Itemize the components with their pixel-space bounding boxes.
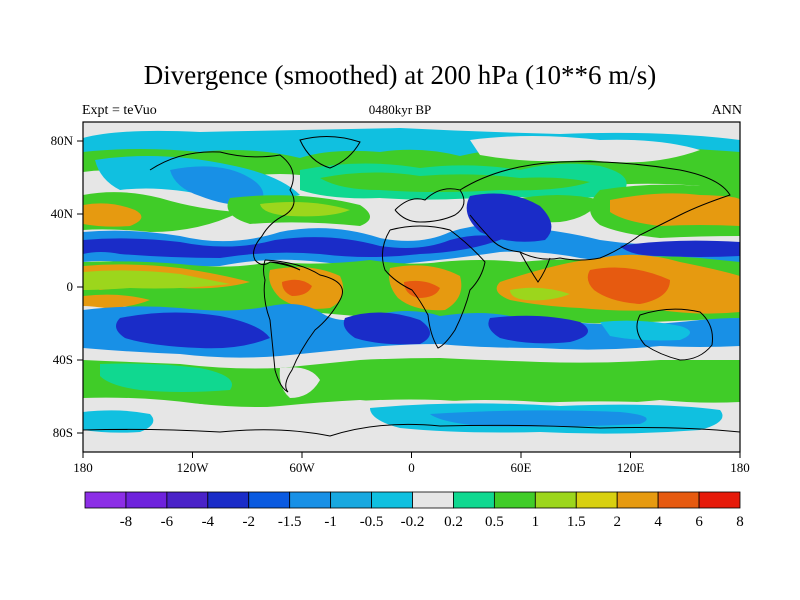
colorbar-swatch [125,491,168,509]
indian-ocean-yellow [510,287,570,301]
colorbar-swatch [248,491,291,509]
asia-coastline [459,161,731,261]
y-tick-label: 40N [51,206,74,221]
africa-asia-blue [466,193,552,242]
atlantic-yellow [260,202,350,217]
south-hemisphere-divergence-belt [83,358,740,408]
colorbar-label: 1.5 [567,514,586,530]
colorbar-label: 6 [695,514,703,530]
antarctic-weak-convergence-left [83,410,154,433]
colorbar-label: 8 [736,514,744,530]
time-label: 0480kyr BP [368,102,432,117]
colorbar-swatch [453,491,495,509]
colorbar-label: -1 [324,514,337,530]
x-tick-label: 0 [408,460,415,475]
pacific-itcz-yellow [83,270,230,290]
colorbar-label: 0.5 [485,514,504,530]
colorbar-swatch [371,491,413,509]
south-indian-weak-convergence [600,320,690,341]
coastlines [83,136,740,437]
south-pacific-strong-convergence [116,312,270,349]
australia-coastline [636,308,713,361]
africa-red [404,280,440,298]
colorbar-swatch [330,491,372,509]
colorbar-label: -4 [202,514,215,530]
colorbar-swatch [616,491,659,509]
colorbar-swatch [534,491,577,509]
x-tick-label: 60E [511,460,532,475]
axis-ticks [77,140,741,458]
north-atlantic-lightgreen [320,172,590,192]
west-pacific-strong-convergence [620,240,740,257]
canada-blue [170,166,264,206]
y-tick-label: 80S [53,425,73,440]
south-hemisphere-neutral-gap [83,344,740,367]
north-hemisphere-convergence-belt [83,224,740,267]
north-pacific-west-orange [610,193,740,226]
colorbar-swatch [207,491,250,509]
y-tick-label: 0 [67,279,74,294]
y-tick-label: 40S [53,352,73,367]
south-atlantic-strong-convergence [343,312,430,345]
x-tick-label: 60W [289,460,315,475]
colorbar-label: -1.5 [278,514,302,530]
south-america-coastline [263,259,343,393]
x-tick-label: 180 [73,460,93,475]
colorbar-label: -8 [120,514,133,530]
colorbar-label: -6 [161,514,174,530]
antarctic-moderate-convergence [430,410,647,427]
x-tick-label: 120E [617,460,645,475]
east-pacific-orange [83,294,150,308]
divergence-field [83,122,740,452]
colorbar-swatch [657,491,700,509]
africa-coastline [381,225,486,349]
colorbar-label: 1 [532,514,540,530]
colorbar-swatch [289,491,332,509]
plot-title: Divergence (smoothed) at 200 hPa (10**6 … [143,60,657,90]
drake-passage-neutral [279,367,320,398]
south-pacific-divergence-strong [100,363,232,392]
colorbar-label: 0.2 [444,514,463,530]
europe-coastline [394,188,465,223]
experiment-label: Expt = teVuo [82,103,157,118]
siberia-gray [470,136,700,163]
south-america-red [282,279,312,296]
season-label: ANN [711,103,742,118]
colorbar-label: 2 [613,514,621,530]
colorbar-swatch [166,491,209,509]
colorbar-swatch [412,491,454,509]
colorbar: -8 -6 -4 -2 -1.5 -1 -0.5 -0.2 0.2 0.5 1 1.5 2 4 6 8 [84,491,744,530]
north-hemisphere-strong-convergence [83,235,505,258]
antarctica-coastline [83,423,740,437]
colorbar-swatch [84,491,127,509]
india-coastline [519,251,551,283]
colorbar-swatch [493,491,536,509]
y-tick-label: 80N [51,133,74,148]
colorbar-swatch [575,491,618,509]
colorbar-label: 4 [654,514,662,530]
colorbar-label: -2 [243,514,256,530]
maritime-continent-red [587,267,670,304]
x-tick-label: 180 [730,460,750,475]
south-indian-strong-convergence [488,315,588,344]
colorbar-label: -0.5 [360,514,384,530]
x-tick-label: 120W [177,460,210,475]
colorbar-swatch [698,491,741,509]
colorbar-label: -0.2 [401,514,425,530]
north-pacific-east-orange [83,203,142,227]
greenland-coastline [299,136,361,169]
north-america-coastline [149,151,301,271]
